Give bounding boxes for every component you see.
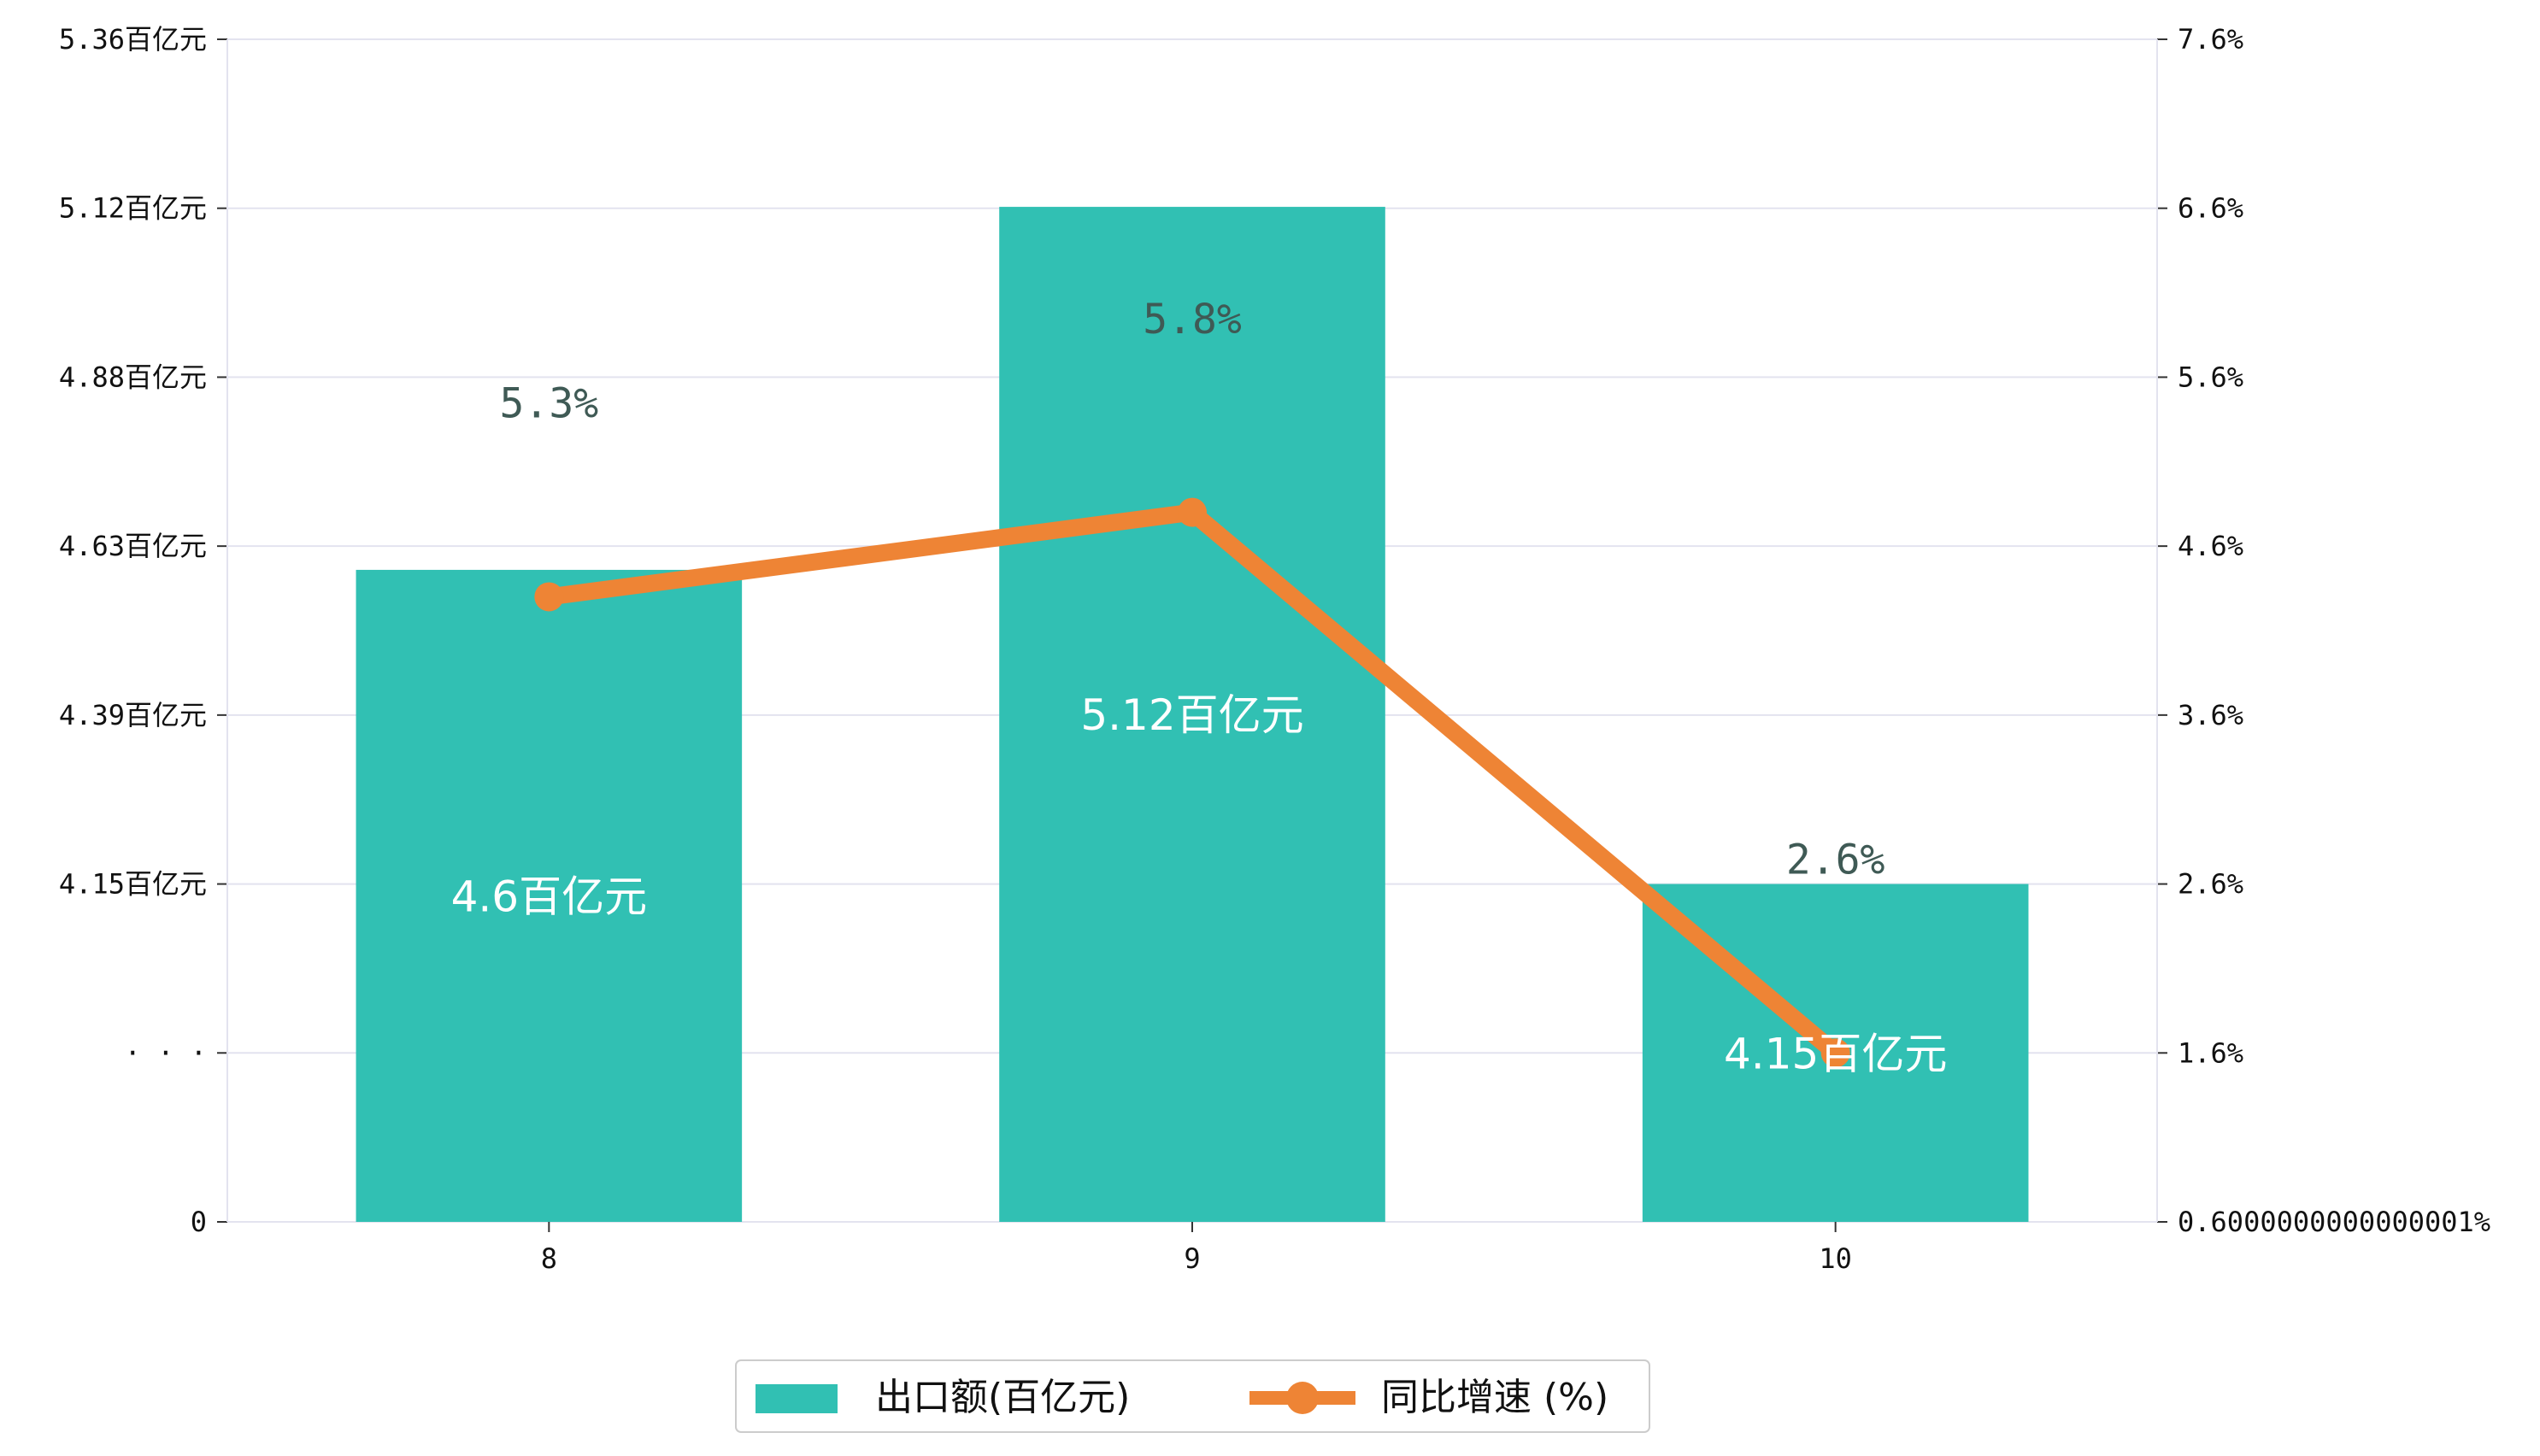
legend-frame bbox=[735, 1359, 1650, 1433]
right-tick-label: 6.6% bbox=[2178, 192, 2243, 225]
legend-bar-label: 出口额(百亿元) bbox=[875, 1376, 1130, 1419]
legend-line-label: 同比增速 (%) bbox=[1381, 1376, 1608, 1419]
right-tick-label: 4.6% bbox=[2178, 530, 2243, 562]
right-tick-label: 0.6000000000000001% bbox=[2178, 1206, 2490, 1238]
growth-value-label: 5.3% bbox=[500, 380, 599, 428]
legend-line-marker bbox=[1286, 1382, 1319, 1414]
x-tick-label: 9 bbox=[1184, 1242, 1200, 1275]
legend-bar-swatch bbox=[756, 1384, 838, 1413]
bar-value-label: 4.6百亿元 bbox=[451, 872, 648, 921]
right-tick-label: 3.6% bbox=[2178, 699, 2243, 731]
data-labels: 4.6百亿元 5.12百亿元 4.15百亿元 5.3% 5.8% 2.6% bbox=[451, 296, 1948, 1078]
growth-line bbox=[534, 497, 1850, 1068]
left-tick-label: 5.12百亿元 bbox=[59, 192, 207, 225]
left-tick-label: 0 bbox=[191, 1206, 207, 1238]
bar-9 bbox=[999, 207, 1385, 1222]
growth-value-label: 5.8% bbox=[1143, 296, 1242, 343]
bar-8 bbox=[356, 569, 743, 1222]
legend: 出口额(百亿元) 同比增速 (%) bbox=[735, 1359, 1650, 1433]
x-tick-label: 10 bbox=[1819, 1242, 1852, 1275]
bars bbox=[356, 207, 2029, 1222]
left-tick-label: 4.15百亿元 bbox=[59, 868, 207, 901]
left-tick-label: 5.36百亿元 bbox=[59, 23, 207, 56]
axes: 0 0.6000000000000001% · · · 1.6% 4.15百亿元 2.6%… bbox=[59, 23, 2490, 1275]
left-tick-label: 4.63百亿元 bbox=[59, 530, 207, 562]
growth-value-label: 2.6% bbox=[1786, 837, 1885, 884]
left-tick-label: · · · bbox=[125, 1036, 207, 1069]
growth-point-10 bbox=[1820, 1038, 1850, 1068]
right-tick-label: 2.6% bbox=[2178, 868, 2243, 901]
bar-value-label: 5.12百亿元 bbox=[1080, 690, 1303, 740]
left-tick-label: 4.88百亿元 bbox=[59, 361, 207, 393]
right-tick-label: 5.6% bbox=[2178, 361, 2243, 393]
growth-point-8 bbox=[534, 582, 564, 612]
bar-value-label: 4.15百亿元 bbox=[1724, 1029, 1947, 1078]
left-tick-label: 4.39百亿元 bbox=[59, 699, 207, 731]
growth-point-9 bbox=[1178, 497, 1207, 527]
right-tick-label: 7.6% bbox=[2178, 23, 2243, 56]
right-tick-label: 1.6% bbox=[2178, 1036, 2243, 1069]
x-tick-label: 8 bbox=[541, 1242, 557, 1275]
